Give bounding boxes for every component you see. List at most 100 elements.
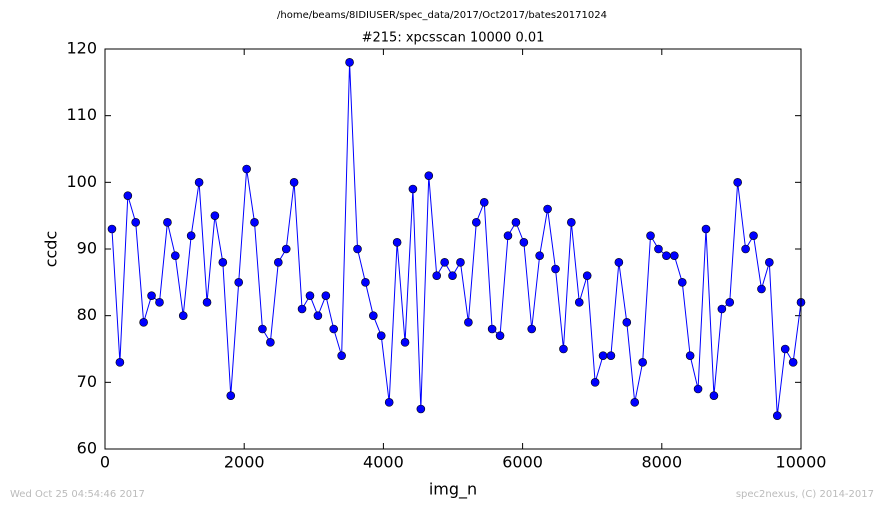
data-point bbox=[139, 318, 148, 327]
data-point bbox=[337, 351, 346, 360]
data-point bbox=[567, 218, 576, 227]
y-tick-label: 70 bbox=[77, 372, 97, 391]
data-point bbox=[677, 278, 687, 287]
data-point bbox=[503, 231, 513, 240]
data-point bbox=[733, 178, 742, 187]
data-point bbox=[464, 318, 473, 327]
data-point bbox=[408, 184, 418, 194]
data-point bbox=[456, 258, 465, 267]
data-point bbox=[242, 164, 251, 174]
data-point bbox=[147, 291, 156, 300]
data-point bbox=[487, 324, 497, 334]
data-point bbox=[511, 218, 521, 227]
data-point bbox=[741, 244, 750, 254]
y-axis-label: ccdc bbox=[42, 231, 61, 268]
y-tick-label: 80 bbox=[77, 305, 97, 324]
data-point bbox=[717, 304, 727, 314]
data-point bbox=[131, 218, 140, 227]
x-tick-label: 2000 bbox=[224, 453, 265, 472]
y-tick-label: 90 bbox=[77, 239, 97, 258]
data-point bbox=[693, 384, 703, 394]
chart-title: #215: xpcsscan 10000 0.01 bbox=[362, 31, 545, 46]
x-axis-label: img_n bbox=[429, 480, 477, 500]
data-line bbox=[111, 62, 802, 416]
data-point bbox=[757, 284, 766, 294]
data-point bbox=[440, 258, 449, 267]
data-point bbox=[234, 278, 244, 287]
data-point bbox=[329, 324, 339, 334]
data-point bbox=[155, 298, 164, 307]
data-point bbox=[376, 331, 386, 340]
data-point bbox=[250, 218, 259, 227]
data-point bbox=[527, 324, 537, 334]
data-point bbox=[582, 271, 592, 280]
data-point bbox=[107, 224, 117, 234]
data-point bbox=[749, 231, 758, 240]
data-point bbox=[202, 298, 212, 307]
data-point bbox=[685, 351, 695, 360]
footer-left: Wed Oct 25 04:54:46 2017 bbox=[10, 489, 145, 500]
data-point bbox=[765, 258, 774, 267]
data-point bbox=[772, 411, 782, 420]
data-point bbox=[186, 231, 196, 240]
data-point bbox=[519, 238, 529, 247]
data-point bbox=[400, 338, 410, 347]
data-point bbox=[226, 391, 236, 400]
y-tick-label: 120 bbox=[66, 39, 97, 58]
data-point bbox=[361, 278, 370, 287]
data-point bbox=[543, 204, 552, 214]
data-point bbox=[638, 358, 647, 367]
data-point bbox=[313, 311, 323, 320]
data-point bbox=[654, 244, 663, 254]
data-point bbox=[662, 251, 671, 260]
data-point bbox=[551, 264, 560, 274]
suptitle: /home/beams/8IDIUSER/spec_data/2017/Oct2… bbox=[277, 10, 607, 21]
data-point bbox=[574, 298, 584, 307]
data-point bbox=[345, 58, 354, 67]
data-point bbox=[274, 258, 283, 267]
data-point bbox=[297, 304, 307, 314]
x-tick-label: 8000 bbox=[641, 453, 682, 472]
data-point bbox=[670, 251, 679, 260]
data-point bbox=[432, 271, 442, 280]
data-point bbox=[630, 398, 640, 407]
x-tick-label: 0 bbox=[100, 453, 110, 472]
data-point bbox=[614, 258, 624, 267]
data-point bbox=[535, 251, 544, 260]
data-point bbox=[472, 218, 481, 227]
data-point bbox=[218, 258, 228, 267]
data-point bbox=[646, 231, 655, 240]
data-point bbox=[392, 238, 402, 247]
data-point bbox=[598, 351, 608, 360]
y-tick-label: 60 bbox=[77, 439, 97, 458]
x-tick-label: 4000 bbox=[363, 453, 404, 472]
data-point bbox=[725, 298, 735, 307]
data-point bbox=[258, 324, 267, 334]
data-point bbox=[559, 344, 568, 354]
y-tick-label: 100 bbox=[66, 172, 97, 191]
data-point bbox=[788, 358, 798, 367]
data-point bbox=[266, 338, 275, 347]
data-point bbox=[289, 178, 299, 187]
data-point bbox=[281, 244, 291, 254]
data-point bbox=[606, 351, 616, 360]
data-point bbox=[210, 211, 220, 220]
data-point bbox=[495, 331, 505, 340]
data-point bbox=[321, 291, 331, 300]
x-tick-label: 10000 bbox=[776, 453, 827, 472]
data-point bbox=[163, 218, 172, 227]
data-point bbox=[590, 378, 600, 387]
data-point bbox=[701, 224, 711, 234]
y-tick-label: 110 bbox=[66, 105, 97, 124]
data-point bbox=[115, 358, 125, 367]
data-point bbox=[178, 311, 188, 320]
data-point bbox=[194, 178, 204, 187]
data-point bbox=[384, 398, 394, 407]
data-point bbox=[709, 391, 719, 400]
data-point bbox=[448, 271, 457, 280]
data-point bbox=[353, 244, 362, 254]
x-tick-label: 6000 bbox=[502, 453, 543, 472]
